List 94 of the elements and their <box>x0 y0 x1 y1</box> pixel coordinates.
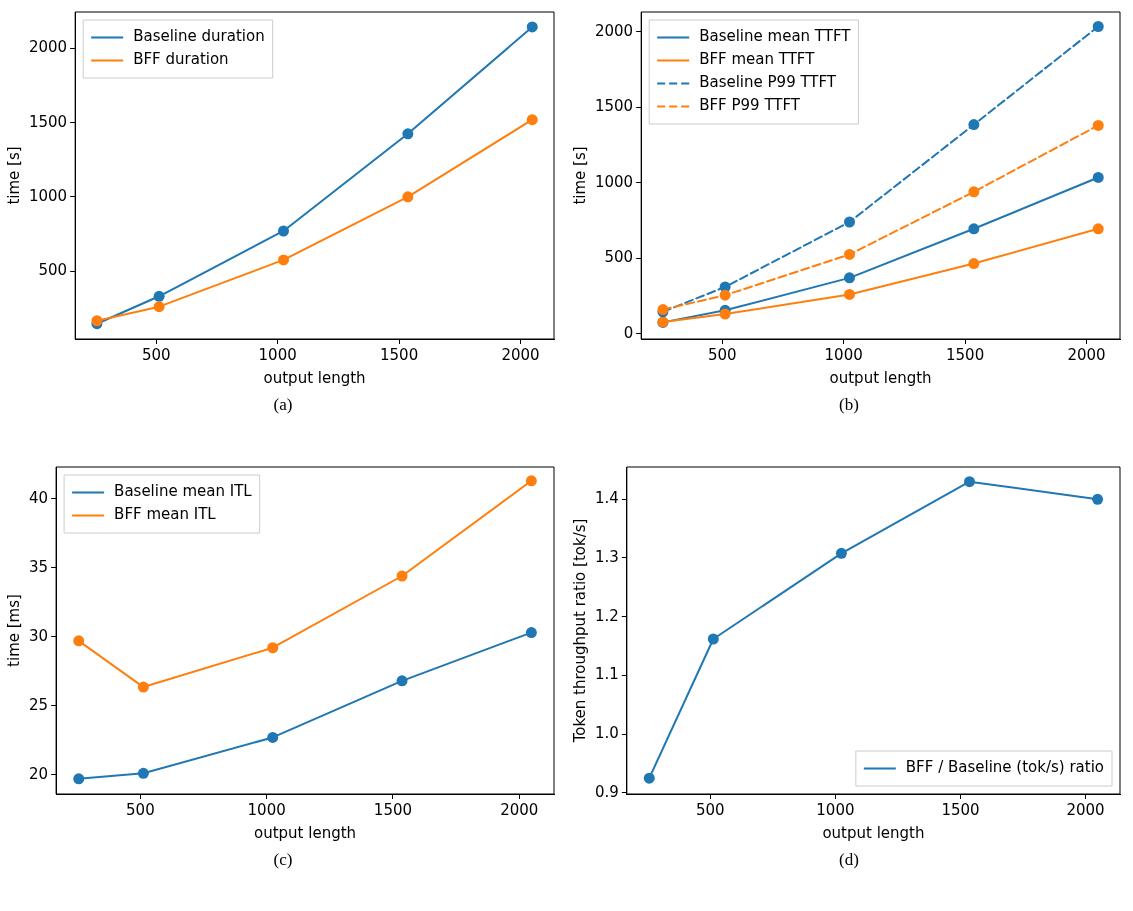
y-tick-label: 25 <box>28 695 49 714</box>
point <box>525 627 537 639</box>
x-tick-label: 1500 <box>941 800 980 819</box>
legend-label: Baseline mean TTFT <box>699 27 852 46</box>
x-tick-label: 1500 <box>380 345 419 364</box>
point <box>835 547 847 559</box>
point <box>153 290 165 302</box>
text: (b) <box>838 395 860 415</box>
x-tick-label: 500 <box>141 345 171 364</box>
x-axis-title: output length <box>254 823 357 842</box>
point <box>267 731 279 743</box>
point <box>968 119 980 131</box>
x-tick-label: 2000 <box>1067 345 1106 364</box>
x-tick-label: 500 <box>695 800 725 819</box>
y-axis-title: time [ms] <box>4 594 23 667</box>
y-tick-label: 1500 <box>594 97 634 116</box>
text: (d) <box>838 850 860 870</box>
point <box>968 223 980 235</box>
y-tick-label: 2000 <box>28 38 68 57</box>
y-tick-label: 0 <box>623 323 634 342</box>
x-tick-label: 500 <box>707 345 737 364</box>
y-tick-label: 1.0 <box>595 724 619 743</box>
legend-label: BFF mean ITL <box>114 505 217 524</box>
legend-label: Baseline P99 TTFT <box>699 73 837 92</box>
point <box>1092 171 1104 183</box>
point <box>402 191 414 203</box>
point <box>1092 119 1104 131</box>
point <box>525 475 537 487</box>
point <box>968 186 980 198</box>
x-axis-title: output length <box>829 368 932 387</box>
point <box>719 289 731 301</box>
y-tick-label: 1500 <box>28 112 68 131</box>
x-tick-label: 500 <box>126 800 155 819</box>
y-tick-label: 35 <box>28 557 49 576</box>
point <box>1092 20 1104 32</box>
point <box>73 635 85 647</box>
point <box>1092 493 1104 505</box>
x-tick-label: 2000 <box>500 800 539 819</box>
legend-label: Baseline duration <box>133 27 265 46</box>
point <box>707 633 719 645</box>
legend-label: BFF / Baseline (tok/s) ratio <box>905 758 1104 777</box>
y-tick-label: 0.9 <box>595 782 619 801</box>
point <box>526 21 538 33</box>
x-tick-label: 1000 <box>816 800 855 819</box>
y-tick-label: 500 <box>604 248 634 267</box>
x-tick-label: 1000 <box>824 345 863 364</box>
point <box>843 248 855 260</box>
point <box>643 772 655 784</box>
point <box>968 258 980 270</box>
point <box>277 254 289 266</box>
x-tick-label: 1000 <box>247 800 286 819</box>
y-tick-label: 2000 <box>594 21 634 40</box>
y-tick-label: 1.2 <box>595 606 619 625</box>
text: (c) <box>272 850 294 870</box>
point <box>402 128 414 140</box>
y-tick-label: 1.1 <box>595 665 619 684</box>
legend-label: BFF P99 TTFT <box>699 96 801 115</box>
point <box>396 675 408 687</box>
point <box>73 773 85 785</box>
point <box>843 216 855 228</box>
y-tick-label: 1.4 <box>595 489 619 508</box>
y-tick-label: 40 <box>28 488 49 507</box>
y-axis-title: time [s] <box>570 146 589 205</box>
legend-label: Baseline mean ITL <box>114 482 253 501</box>
y-tick-label: 1.3 <box>595 547 619 566</box>
y-tick-label: 500 <box>38 260 68 279</box>
point <box>153 301 165 313</box>
x-tick-label: 2000 <box>1066 800 1105 819</box>
y-tick-label: 30 <box>28 626 49 645</box>
y-axis-title: time [s] <box>4 146 23 205</box>
x-axis-title: output length <box>263 368 366 387</box>
x-axis-title: output length <box>822 823 925 842</box>
point <box>526 114 538 126</box>
point <box>1092 223 1104 235</box>
legend-label: BFF mean TTFT <box>699 50 816 69</box>
x-tick-label: 1500 <box>373 800 413 819</box>
point <box>137 767 149 779</box>
text: (a) <box>272 395 294 415</box>
x-tick-label: 1000 <box>258 345 297 364</box>
y-tick-label: 20 <box>28 764 49 783</box>
y-tick-label: 1000 <box>594 172 634 191</box>
point <box>843 272 855 284</box>
point <box>396 570 408 582</box>
point <box>719 308 731 320</box>
y-tick-label: 1000 <box>28 186 68 205</box>
point <box>267 642 279 654</box>
point <box>277 225 289 237</box>
point <box>137 681 149 693</box>
x-tick-label: 1500 <box>946 345 985 364</box>
y-axis-title: Token throughput ratio [tok/s] <box>570 518 589 744</box>
point <box>843 288 855 300</box>
legend-label: BFF duration <box>133 50 229 69</box>
point <box>964 476 975 488</box>
x-tick-label: 2000 <box>501 345 540 364</box>
